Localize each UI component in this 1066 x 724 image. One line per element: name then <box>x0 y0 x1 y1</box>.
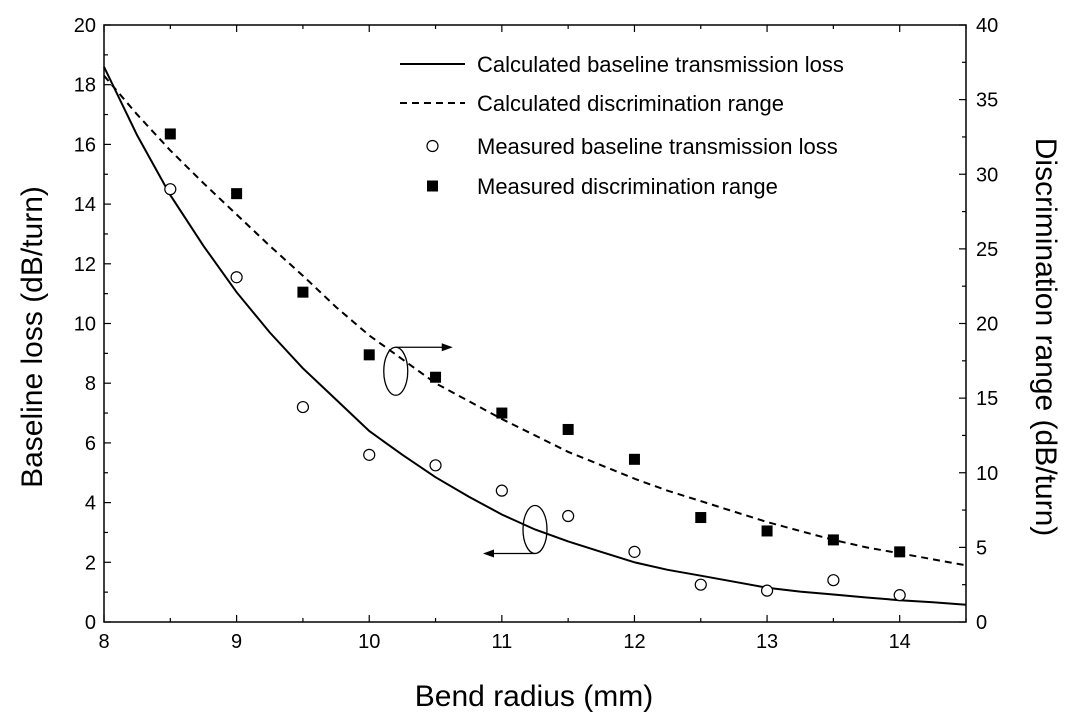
right-y-tick-label: 30 <box>976 164 998 186</box>
right-y-tick-label: 25 <box>976 239 998 261</box>
measured-baseline-point <box>164 183 177 196</box>
right-y-tick-label: 35 <box>976 90 998 112</box>
measured-baseline-point <box>827 574 840 587</box>
left-y-tick-label: 10 <box>74 314 96 336</box>
legend-label-3: Measured discrimination range <box>477 174 778 199</box>
right-y-tick-label: 10 <box>976 463 998 485</box>
left-y-tick-label: 14 <box>74 194 96 216</box>
legend-marker-3 <box>427 180 438 192</box>
annotation-ellipse-0 <box>383 346 409 396</box>
annotation-arrowhead-1 <box>483 549 494 558</box>
measured-baseline-point <box>495 484 508 497</box>
left-y-tick-label: 6 <box>85 433 96 455</box>
x-tick-label: 12 <box>623 631 645 653</box>
left-y-tick-label: 2 <box>85 552 96 574</box>
left-y-tick-label: 18 <box>74 75 96 97</box>
legend-marker-2 <box>426 139 439 153</box>
legend-label-1: Calculated discrimination range <box>477 91 784 116</box>
measured-baseline-point <box>893 589 906 602</box>
x-tick-label: 14 <box>889 631 911 653</box>
measured-discrimination-point <box>628 453 640 465</box>
measured-baseline-point <box>628 545 641 558</box>
right-y-tick-label: 5 <box>976 537 987 559</box>
right-y-tick-label: 15 <box>976 388 998 410</box>
legend-label-2: Measured baseline transmission loss <box>477 134 838 159</box>
measured-discrimination-point <box>496 407 508 419</box>
legend-label-0: Calculated baseline transmission loss <box>477 52 844 77</box>
measured-discrimination-point <box>363 349 375 361</box>
annotation-arrowhead-0 <box>441 343 453 352</box>
left-y-tick-label: 20 <box>74 15 96 37</box>
left-y-tick-label: 0 <box>85 612 96 634</box>
measured-baseline-point <box>429 459 442 472</box>
left-y-tick-label: 16 <box>74 134 96 156</box>
x-tick-label: 11 <box>491 631 512 653</box>
measured-baseline-point <box>296 400 310 414</box>
measured-discrimination-point <box>430 371 442 383</box>
left-y-tick-label: 4 <box>85 493 96 515</box>
x-tick-label: 13 <box>756 631 778 653</box>
series-line-1 <box>103 75 967 567</box>
measured-baseline-point <box>363 448 376 461</box>
x-tick-label: 10 <box>358 631 380 653</box>
plot-area: 8 9 10 11 12 13 14 0 2 4 6 8 10 12 14 16 18 20 0 5 10 15 20 25 3… <box>74 15 999 653</box>
measured-baseline-point <box>230 271 243 284</box>
measured-discrimination-point <box>894 546 906 558</box>
measured-discrimination-point <box>164 128 176 140</box>
measured-discrimination-point <box>761 525 773 537</box>
measured-discrimination-point <box>827 534 839 546</box>
right-y-tick-label: 0 <box>976 612 987 634</box>
measured-discrimination-point <box>562 423 574 435</box>
x-tick-label: 9 <box>231 631 242 653</box>
measured-baseline-point <box>694 578 707 591</box>
measured-discrimination-point <box>297 286 309 298</box>
series-line-0 <box>103 66 967 606</box>
measured-baseline-point <box>562 509 575 523</box>
right-y-axis-title: Discrimination range (dB/turn) <box>1029 138 1062 536</box>
left-y-axis-title: Baseline loss (dB/turn) <box>16 186 49 488</box>
x-tick-label: 8 <box>98 631 109 653</box>
measured-baseline-point <box>760 584 774 597</box>
measured-discrimination-point <box>695 512 707 524</box>
left-y-tick-label: 12 <box>74 254 96 276</box>
left-y-tick-label: 8 <box>85 373 96 395</box>
x-axis-title: Bend radius (mm) <box>415 680 653 713</box>
measured-discrimination-point <box>231 188 243 200</box>
right-y-tick-label: 20 <box>976 314 998 336</box>
right-y-tick-label: 40 <box>976 15 998 37</box>
